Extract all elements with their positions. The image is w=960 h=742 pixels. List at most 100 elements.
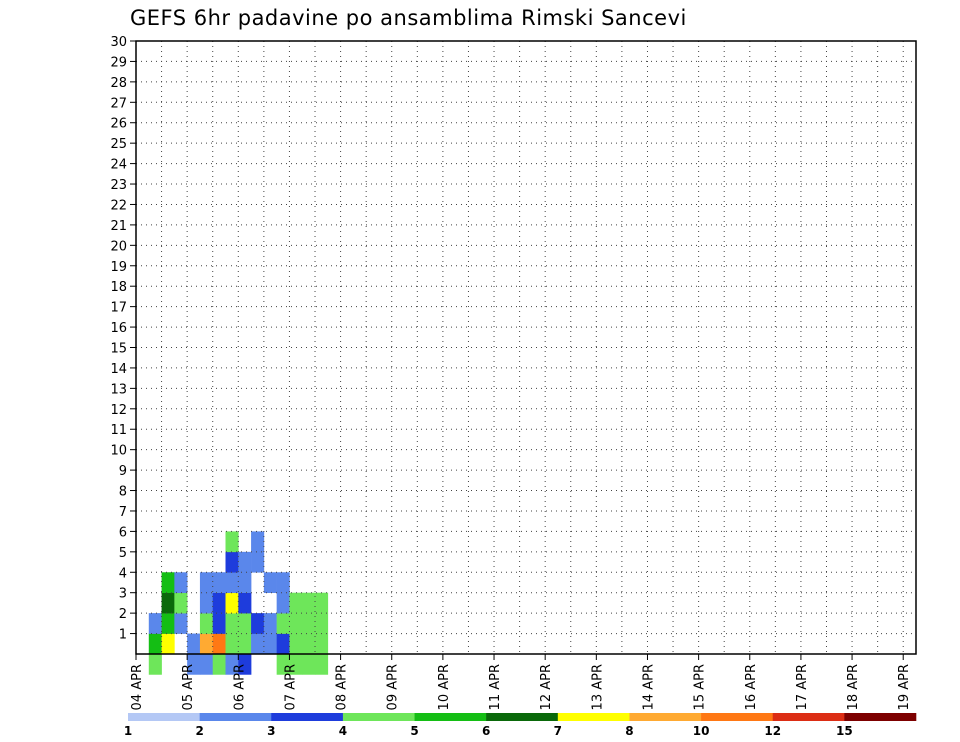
heatmap-cell — [238, 654, 252, 675]
colorbar-label: 6 — [482, 724, 490, 738]
y-tick-label: 21 — [110, 219, 127, 234]
heatmap-cell — [161, 592, 175, 614]
heatmap-cell — [174, 572, 188, 593]
y-tick-label: 11 — [110, 423, 127, 438]
x-tick-label: 06 APR — [232, 664, 247, 710]
x-tick-label: 17 APR — [795, 664, 810, 710]
y-tick-label: 15 — [110, 342, 127, 357]
y-tick-label: 19 — [110, 260, 127, 275]
x-tick-label: 11 APR — [488, 664, 503, 710]
y-tick-label: 10 — [110, 444, 127, 459]
chart-title: GEFS 6hr padavine po ansamblima Rimski S… — [130, 6, 687, 30]
x-tick-label: 12 APR — [539, 664, 554, 710]
colorbar-segment — [772, 713, 845, 721]
heatmap-cell — [315, 654, 329, 675]
colorbar-label: 3 — [267, 724, 275, 738]
y-tick-label: 22 — [110, 198, 127, 213]
y-tick-label: 25 — [110, 137, 127, 152]
heatmap-cell — [199, 633, 214, 655]
colorbar-segment — [414, 713, 487, 721]
heatmap-cell — [148, 654, 162, 675]
y-tick-label: 16 — [110, 321, 127, 336]
heatmap-cell — [148, 613, 162, 634]
heatmap-cell — [174, 613, 188, 634]
y-tick-label: 9 — [119, 464, 127, 479]
colorbar-segment — [701, 713, 774, 721]
y-tick-label: 8 — [119, 485, 127, 500]
heatmap-cell — [263, 633, 277, 655]
y-tick-label: 13 — [110, 382, 127, 397]
heatmap-cell — [199, 654, 214, 675]
y-tick-label: 18 — [110, 280, 127, 295]
heatmap-cell — [251, 551, 265, 573]
x-tick-label: 10 APR — [437, 664, 452, 710]
heatmap-cell — [225, 592, 239, 614]
heatmap-cell — [276, 572, 290, 593]
colorbar-label: 10 — [693, 724, 710, 738]
heatmap-cell — [289, 613, 303, 634]
heatmap-cell — [263, 572, 277, 593]
heatmap-cell — [276, 613, 290, 634]
colorbar-segment — [629, 713, 702, 721]
y-tick-label: 28 — [110, 76, 127, 91]
heatmap-cell — [225, 551, 239, 573]
x-tick-label: 13 APR — [590, 664, 605, 710]
colorbar-label: 8 — [625, 724, 633, 738]
colorbar-segment — [557, 713, 630, 721]
y-tick-label: 4 — [119, 566, 127, 581]
y-tick-label: 7 — [119, 505, 127, 520]
heatmap-cell — [315, 633, 329, 655]
colorbar-label: 12 — [764, 724, 781, 738]
heatmap-cell — [225, 613, 239, 634]
heatmap-cell — [161, 633, 175, 655]
y-tick-label: 27 — [110, 96, 127, 111]
colorbar-label: 7 — [554, 724, 562, 738]
heatmap-cell — [212, 613, 226, 634]
x-tick-label: 08 APR — [335, 664, 350, 710]
grid — [136, 41, 916, 654]
heatmap-cell — [289, 654, 303, 675]
heatmap-cell — [148, 633, 162, 655]
heatmap-cell — [199, 613, 214, 634]
heatmap-cell — [276, 592, 290, 614]
y-tick-label: 6 — [119, 525, 127, 540]
heatmap-cell — [302, 633, 316, 655]
y-tick-label: 5 — [119, 546, 127, 561]
heatmap-cell — [302, 592, 316, 614]
y-tick-label: 23 — [110, 178, 127, 193]
y-tick-label: 24 — [110, 158, 127, 173]
y-tick-label: 20 — [110, 239, 127, 254]
y-tick-label: 3 — [119, 587, 127, 602]
colorbar-label: 4 — [339, 724, 347, 738]
heatmap-cell — [225, 633, 239, 655]
heatmap-cell — [174, 592, 188, 614]
heatmap-cell — [315, 592, 329, 614]
heatmap-cell — [251, 633, 265, 655]
heatmap-cell — [199, 572, 214, 593]
y-tick-label: 14 — [110, 362, 127, 377]
heatmap-cell — [302, 613, 316, 634]
heatmap-cell — [263, 613, 277, 634]
x-tick-label: 07 APR — [283, 664, 298, 710]
heatmap-cell — [212, 572, 226, 593]
heatmap-cell — [238, 592, 252, 614]
y-tick-label: 12 — [110, 403, 127, 418]
y-tick-label: 26 — [110, 117, 127, 132]
heatmap-cell — [276, 654, 290, 675]
heatmap-cell — [187, 654, 201, 675]
colorbar-segment — [486, 713, 559, 721]
heatmap-cell — [251, 531, 265, 553]
x-tick-label: 15 APR — [693, 664, 708, 710]
heatmap-cell — [251, 613, 265, 634]
x-tick-label: 19 APR — [897, 664, 912, 710]
x-tick-label: 18 APR — [846, 664, 861, 710]
x-tick-label: 05 APR — [181, 664, 196, 710]
x-tick-label: 04 APR — [130, 664, 145, 710]
heatmap-cell — [276, 633, 290, 655]
colorbar-segment — [199, 713, 272, 721]
heatmap-cell — [225, 572, 239, 593]
colorbar-label: 15 — [836, 724, 853, 738]
heatmap-cell — [238, 613, 252, 634]
x-tick-label: 09 APR — [386, 664, 401, 710]
